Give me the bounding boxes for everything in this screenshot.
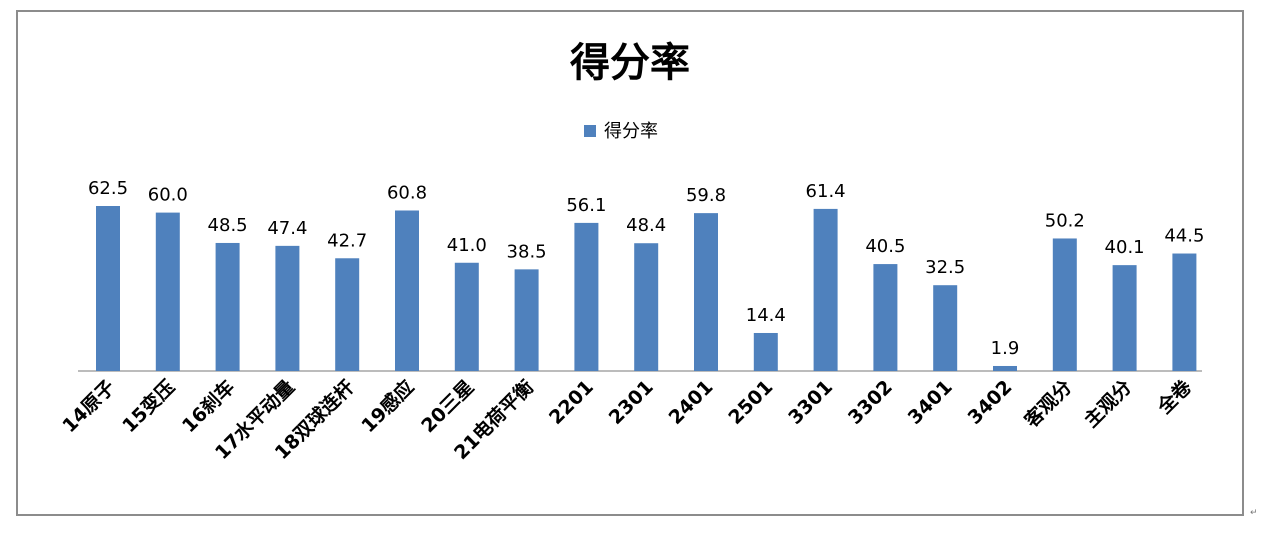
bar-14 [873, 264, 898, 371]
category-label-1: 14原子 [58, 376, 119, 437]
value-label-5: 42.7 [327, 230, 367, 251]
category-label-12: 2501 [724, 376, 777, 429]
value-label-14: 40.5 [865, 236, 905, 257]
bar-9 [574, 222, 599, 371]
bar-5 [335, 258, 360, 371]
value-labels-group: 62.5 60.0 48.5 47.4 42.7 60.8 41.0 38.5 56.1 48.4… [88, 178, 1204, 359]
value-label-4: 47.4 [267, 218, 307, 239]
value-label-7: 41.0 [447, 235, 487, 256]
value-label-18: 40.1 [1105, 237, 1145, 258]
category-label-17: 客观分 [1020, 375, 1077, 432]
bar-1 [96, 206, 120, 371]
category-label-3: 16刹车 [177, 375, 239, 437]
bar-16 [993, 365, 1017, 371]
return-mark: ↵ [1250, 508, 1258, 518]
category-label-15: 3401 [904, 376, 957, 429]
bar-6 [395, 210, 419, 371]
value-label-19: 44.5 [1164, 226, 1204, 247]
value-label-1: 62.5 [88, 178, 128, 199]
bar-chart: 得分率 得分率 62.5 60.0 48.5 47.4 42.7 60.8 41.0 38.5… [58, 40, 1204, 464]
category-label-19: 全卷 [1152, 375, 1197, 420]
bar-12 [753, 332, 778, 371]
value-label-9: 56.1 [566, 195, 606, 216]
category-label-7: 20三星 [417, 376, 478, 437]
value-label-15: 32.5 [925, 257, 965, 278]
bars-group [96, 206, 1197, 371]
category-label-9: 2201 [545, 376, 598, 429]
legend-swatch [584, 125, 596, 137]
category-label-14: 3302 [844, 376, 897, 429]
category-label-6: 19感应 [357, 375, 419, 437]
bar-17 [1052, 238, 1077, 371]
value-label-2: 60.0 [148, 185, 188, 206]
value-label-10: 48.4 [626, 215, 666, 236]
bar-13 [813, 208, 838, 371]
value-label-3: 48.5 [208, 215, 248, 236]
bar-10 [634, 243, 659, 371]
value-label-16: 1.9 [991, 338, 1020, 359]
value-label-13: 61.4 [806, 181, 846, 202]
category-label-10: 2301 [605, 376, 658, 429]
chart-frame: 得分率 得分率 62.5 60.0 48.5 47.4 42.7 60.8 41.0 38.5… [16, 10, 1244, 516]
bar-7 [454, 262, 479, 371]
chart-title: 得分率 [570, 40, 690, 86]
category-label-13: 3301 [784, 376, 837, 429]
bar-3 [215, 242, 240, 371]
value-label-6: 60.8 [387, 182, 427, 203]
bar-15 [933, 285, 958, 371]
bar-8 [514, 269, 539, 371]
bar-4 [275, 245, 300, 371]
value-label-12: 14.4 [746, 305, 786, 326]
category-label-16: 3402 [964, 376, 1017, 429]
bar-19 [1172, 253, 1197, 371]
bar-18 [1112, 265, 1137, 371]
category-label-11: 2401 [665, 376, 718, 429]
value-label-17: 50.2 [1045, 210, 1085, 231]
category-label-18: 主观分 [1080, 376, 1136, 432]
category-label-2: 15变压 [117, 375, 179, 437]
legend: 得分率 [584, 121, 658, 142]
bar-11 [694, 213, 718, 371]
bar-2 [155, 212, 180, 371]
value-label-11: 59.8 [686, 185, 726, 206]
value-label-8: 38.5 [507, 241, 547, 262]
legend-label: 得分率 [604, 121, 658, 142]
